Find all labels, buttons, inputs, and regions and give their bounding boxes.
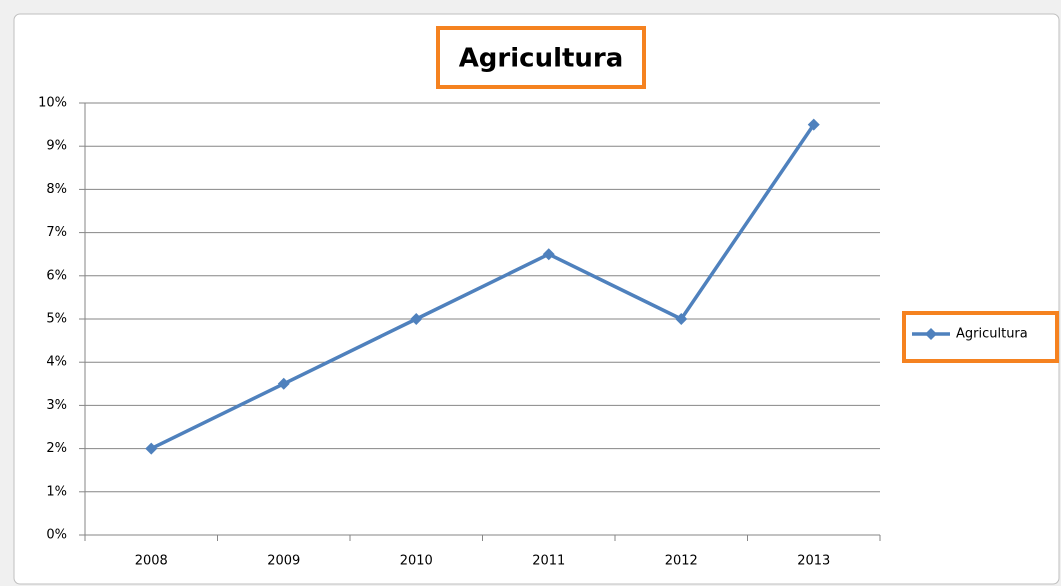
chart-title: Agricultura (459, 44, 624, 74)
y-tick-label: 2% (46, 441, 67, 456)
legend-marker (925, 328, 937, 340)
y-tick-label: 9% (46, 139, 67, 154)
marker (542, 248, 555, 261)
marker (277, 377, 290, 390)
legend-label: Agricultura (956, 327, 1028, 342)
y-tick-label: 10% (38, 96, 67, 111)
marker (807, 118, 820, 131)
x-tick-label: 2012 (665, 554, 698, 569)
legend-highlight (902, 311, 1059, 363)
y-tick-label: 3% (46, 398, 67, 413)
marker (145, 442, 158, 455)
y-tick-label: 5% (46, 312, 67, 327)
x-tick-label: 2009 (267, 554, 300, 569)
y-tick-label: 7% (46, 225, 67, 240)
marker (410, 313, 423, 325)
y-tick-label: 6% (46, 268, 67, 283)
series-line (150, 123, 816, 451)
marker (675, 313, 688, 325)
y-tick-label: 8% (46, 182, 67, 197)
y-tick-label: 0% (46, 528, 67, 543)
x-tick-label: 2013 (797, 554, 830, 569)
x-tick-label: 2010 (400, 554, 433, 569)
x-tick-label: 2008 (135, 554, 168, 569)
y-tick-label: 1% (46, 484, 67, 499)
x-tick-label: 2011 (532, 554, 565, 569)
chart-area (13, 13, 1060, 585)
title-highlight (436, 26, 646, 89)
y-tick-label: 4% (46, 355, 67, 370)
